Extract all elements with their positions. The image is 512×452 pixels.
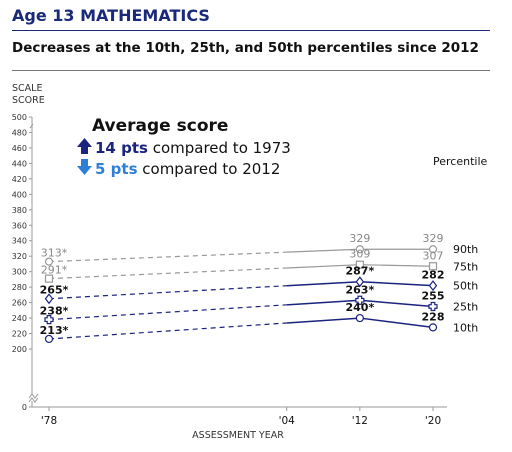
series-50th-data-label: 282 [422,269,445,282]
arrow-up-icon [77,138,92,154]
x-tick-label: '20 [425,415,441,427]
series-10th-point [355,313,364,323]
y-tick-label: 500 [12,113,27,122]
series-50th-data-label: 265* [40,284,69,297]
svg-text:14 pts compared to 1973: 14 pts compared to 1973 [95,139,291,157]
series-90th-point [355,245,364,254]
annotation-line2-value: 5 pts [95,160,138,178]
y-tick-label: 400 [12,190,27,199]
y-tick-label: 440 [12,159,27,168]
series-75th-legend-label: 75th [453,260,478,273]
y-tick-label: 300 [12,268,27,277]
x-tick-label: '12 [352,415,368,427]
series-75th-data-label: 291* [41,264,68,277]
series-90th-data-label: 329 [423,232,444,245]
series-90th-point [428,245,438,254]
y-tick-label: 240 [12,314,27,323]
series-50th-trend-dashed [48,285,287,300]
series-25th-legend-label: 25th [453,300,478,313]
series-75th-trend-dashed [48,267,287,280]
subtitle-rule [12,70,490,71]
series-25th: 238* 263* 255 25th [40,283,478,325]
axes: 0 200 220 240 260 280 300 320 340 360 380 400 420 440… [12,113,447,427]
y-tick-label: 260 [12,299,27,308]
series-10th-legend-label: 10th [453,321,478,334]
y-tick-label: 280 [12,283,27,292]
series-75th: 291* 309 307 75th [41,248,478,283]
series-75th-data-label: 307 [423,249,444,262]
annotation-line1-value: 14 pts [95,139,148,157]
y-tick-label: 200 [12,345,27,354]
chart-subtitle: Decreases at the 10th, 25th, and 50th pe… [12,40,479,56]
series-50th: 265* 287* 282 50th [40,265,478,305]
series-25th-trend-dashed [48,304,287,321]
series-10th-point [44,334,54,344]
y-tick-label: 420 [12,175,27,184]
series-25th-data-label: 238* [40,305,69,318]
series-90th-legend-label: 90th [453,243,478,256]
series-50th-point [428,280,438,292]
series-25th-point [428,301,438,312]
series-90th: 313* 329 329 90th [41,232,478,266]
series-75th-point [44,274,54,283]
chart-title: Age 13 MATHEMATICS [12,6,210,25]
y-tick-label: 320 [12,252,27,261]
y-tick-label: 220 [12,330,27,339]
arrow-down-icon [77,159,92,175]
annotation-line1-text: compared to 1973 [148,139,291,157]
series-layer: 313* 329 329 90th 291* 309 307 75th 265* 287* 282 5… [40,232,478,344]
title-rule [12,30,490,31]
series-10th-point [428,323,438,332]
series-90th-trend-dashed [48,251,287,263]
y-tick-label: 360 [12,221,27,230]
x-axis-label: ASSESSMENT YEAR [192,430,284,441]
series-25th-data-label: 255 [422,289,445,302]
series-90th-data-label: 313* [41,247,68,260]
series-10th-data-label: 240* [345,301,374,314]
y-axis-label-line2: SCORE [12,95,45,106]
series-25th-data-label: 263* [345,283,374,296]
series-10th: 213* 240* 228 10th [40,301,478,344]
y-tick-label: 480 [12,128,27,137]
y-tick-label: 0 [22,403,27,412]
y-axis-label-line1: SCALE [12,83,42,94]
y-tick-label: 460 [12,144,27,153]
annotation-heading: Average score [92,116,228,136]
x-tick-label: '04 [279,415,296,427]
svg-text:5 pts compared to 2012: 5 pts compared to 2012 [95,160,280,178]
series-90th-point [44,257,54,266]
x-tick-label: '78 [41,415,57,427]
series-25th-point [355,295,365,305]
series-10th-data-label: 228 [422,310,445,323]
series-25th-point [44,315,54,325]
series-75th-point [355,260,364,269]
series-10th-data-label: 213* [40,324,69,337]
series-50th-data-label: 287* [345,265,374,278]
series-50th-point [44,293,54,305]
percentile-header: Percentile [433,155,488,168]
annotation-line2-text: compared to 2012 [138,160,281,178]
series-50th-point [355,276,365,288]
series-90th-data-label: 329 [349,232,370,245]
y-tick-label: 380 [12,206,27,215]
series-50th-legend-label: 50th [453,280,478,293]
average-score-annotation: Average score 14 pts compared to 1973 5 … [77,116,291,178]
series-75th-point [428,262,438,271]
series-10th-trend-dashed [48,322,287,340]
y-tick-label: 340 [12,237,27,246]
series-75th-data-label: 309 [349,248,370,261]
